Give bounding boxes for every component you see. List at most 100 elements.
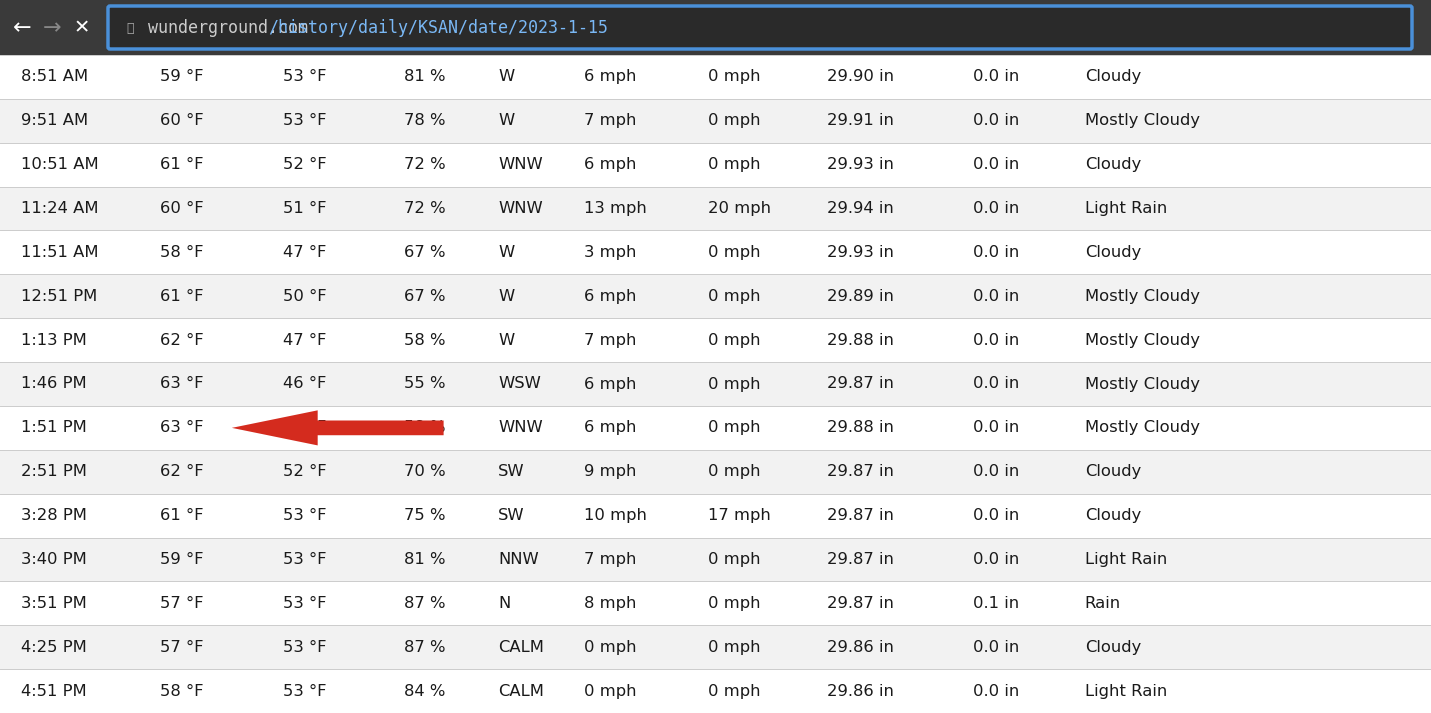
Text: 11:24 AM: 11:24 AM: [21, 201, 99, 216]
Bar: [0, 143, 1431, 187]
Text: NNW: NNW: [498, 552, 538, 567]
Bar: [0, 318, 1431, 362]
Text: 29.86 in: 29.86 in: [827, 640, 894, 655]
Text: 20 mph: 20 mph: [708, 201, 771, 216]
Text: 13 mph: 13 mph: [584, 201, 647, 216]
Text: 29.93 in: 29.93 in: [827, 245, 894, 260]
Bar: [0, 581, 1431, 625]
Text: 29.91 in: 29.91 in: [827, 113, 894, 128]
Text: 29.87 in: 29.87 in: [827, 508, 894, 523]
Text: 11:51 AM: 11:51 AM: [21, 245, 99, 260]
Text: 58 %: 58 %: [404, 421, 445, 436]
Text: 29.89 in: 29.89 in: [827, 289, 894, 304]
Text: 1:51 PM: 1:51 PM: [21, 421, 87, 436]
Text: 53 °F: 53 °F: [283, 113, 326, 128]
Text: 55 %: 55 %: [404, 376, 445, 391]
Text: 8:51 AM: 8:51 AM: [21, 69, 89, 84]
Text: Mostly Cloudy: Mostly Cloudy: [1085, 376, 1199, 391]
Text: 12:51 PM: 12:51 PM: [21, 289, 97, 304]
Text: 52 °F: 52 °F: [283, 464, 326, 479]
Text: 7 mph: 7 mph: [584, 113, 637, 128]
Text: 0 mph: 0 mph: [708, 113, 761, 128]
Text: 0 mph: 0 mph: [708, 464, 761, 479]
Text: 87 %: 87 %: [404, 596, 445, 611]
Text: 0 mph: 0 mph: [708, 684, 761, 699]
Text: Mostly Cloudy: Mostly Cloudy: [1085, 421, 1199, 436]
Text: 0.0 in: 0.0 in: [973, 113, 1019, 128]
Text: 0.0 in: 0.0 in: [973, 245, 1019, 260]
Bar: [0, 406, 1431, 450]
Text: 46 °F: 46 °F: [283, 376, 326, 391]
Text: 72 %: 72 %: [404, 201, 445, 216]
Text: Cloudy: Cloudy: [1085, 245, 1141, 260]
Text: 🔒: 🔒: [126, 21, 133, 34]
Text: ←: ←: [13, 18, 31, 38]
Text: W: W: [498, 245, 514, 260]
Text: 75 %: 75 %: [404, 508, 445, 523]
Text: 7 mph: 7 mph: [584, 552, 637, 567]
Text: 51 °F: 51 °F: [283, 201, 326, 216]
Text: 3:51 PM: 3:51 PM: [21, 596, 87, 611]
Text: 29.87 in: 29.87 in: [827, 552, 894, 567]
Text: 29.87 in: 29.87 in: [827, 596, 894, 611]
Text: 53 °F: 53 °F: [283, 508, 326, 523]
Text: Mostly Cloudy: Mostly Cloudy: [1085, 289, 1199, 304]
Text: 67 %: 67 %: [404, 245, 445, 260]
Text: 61 °F: 61 °F: [160, 157, 203, 172]
Text: 58 %: 58 %: [404, 333, 445, 348]
Text: Cloudy: Cloudy: [1085, 157, 1141, 172]
Text: →: →: [43, 18, 62, 38]
Text: /history/daily/KSAN/date/2023-1-15: /history/daily/KSAN/date/2023-1-15: [268, 19, 608, 37]
Text: 47 °F: 47 °F: [283, 333, 326, 348]
Text: Mostly Cloudy: Mostly Cloudy: [1085, 113, 1199, 128]
Text: Cloudy: Cloudy: [1085, 640, 1141, 655]
Text: 81 %: 81 %: [404, 69, 445, 84]
Text: 84 %: 84 %: [404, 684, 445, 699]
Text: 0 mph: 0 mph: [708, 289, 761, 304]
Text: 9:51 AM: 9:51 AM: [21, 113, 89, 128]
Text: 53 °F: 53 °F: [283, 552, 326, 567]
Text: 57 °F: 57 °F: [160, 640, 203, 655]
Text: 62 °F: 62 °F: [160, 464, 203, 479]
Text: 6 mph: 6 mph: [584, 157, 637, 172]
Text: W: W: [498, 69, 514, 84]
Bar: [0, 669, 1431, 713]
Bar: [0, 450, 1431, 493]
Text: WNW: WNW: [498, 157, 542, 172]
Text: 29.93 in: 29.93 in: [827, 157, 894, 172]
Text: 10:51 AM: 10:51 AM: [21, 157, 99, 172]
Text: 70 %: 70 %: [404, 464, 445, 479]
Text: 0.0 in: 0.0 in: [973, 289, 1019, 304]
Text: 53 °F: 53 °F: [283, 596, 326, 611]
Text: 48 °F: 48 °F: [283, 421, 326, 436]
Text: 8 mph: 8 mph: [584, 596, 637, 611]
Text: 3:28 PM: 3:28 PM: [21, 508, 87, 523]
Text: 53 °F: 53 °F: [283, 684, 326, 699]
Text: 2:51 PM: 2:51 PM: [21, 464, 87, 479]
Text: W: W: [498, 289, 514, 304]
Text: WNW: WNW: [498, 201, 542, 216]
Bar: [0, 99, 1431, 143]
Bar: [0, 362, 1431, 406]
Text: 0 mph: 0 mph: [708, 333, 761, 348]
Text: 81 %: 81 %: [404, 552, 445, 567]
Text: CALM: CALM: [498, 640, 544, 655]
Text: Cloudy: Cloudy: [1085, 464, 1141, 479]
Text: 0 mph: 0 mph: [584, 640, 637, 655]
Text: 57 °F: 57 °F: [160, 596, 203, 611]
Bar: [0, 625, 1431, 669]
Text: 29.94 in: 29.94 in: [827, 201, 894, 216]
Text: 4:25 PM: 4:25 PM: [21, 640, 87, 655]
Text: 10 mph: 10 mph: [584, 508, 647, 523]
FancyBboxPatch shape: [107, 6, 1412, 49]
Text: Light Rain: Light Rain: [1085, 201, 1166, 216]
Text: Light Rain: Light Rain: [1085, 684, 1166, 699]
Text: 6 mph: 6 mph: [584, 69, 637, 84]
Text: 0.0 in: 0.0 in: [973, 157, 1019, 172]
Text: Mostly Cloudy: Mostly Cloudy: [1085, 333, 1199, 348]
Text: 0.0 in: 0.0 in: [973, 552, 1019, 567]
Text: 59 °F: 59 °F: [160, 69, 203, 84]
Text: 3 mph: 3 mph: [584, 245, 637, 260]
Text: 6 mph: 6 mph: [584, 289, 637, 304]
Text: Cloudy: Cloudy: [1085, 69, 1141, 84]
